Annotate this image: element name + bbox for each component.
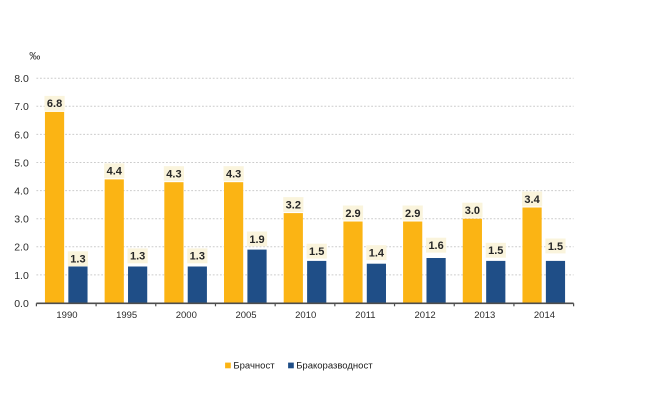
svg-text:3.0: 3.0 — [465, 205, 480, 217]
svg-text:0.0: 0.0 — [14, 298, 29, 310]
svg-text:4.4: 4.4 — [107, 166, 123, 178]
svg-text:6.8: 6.8 — [47, 98, 62, 110]
svg-text:1.3: 1.3 — [190, 251, 205, 263]
svg-text:1990: 1990 — [56, 310, 77, 321]
svg-text:3.4: 3.4 — [524, 194, 540, 206]
svg-text:1.5: 1.5 — [309, 246, 324, 258]
svg-text:1.6: 1.6 — [428, 240, 443, 252]
svg-text:Брачност: Брачност — [233, 361, 275, 372]
svg-text:2011: 2011 — [355, 310, 375, 321]
svg-text:2.9: 2.9 — [345, 208, 360, 220]
svg-text:1.3: 1.3 — [130, 251, 145, 263]
svg-text:1.0: 1.0 — [14, 270, 29, 282]
svg-text:5.0: 5.0 — [14, 157, 29, 169]
svg-text:1.4: 1.4 — [369, 248, 385, 260]
svg-text:2012: 2012 — [415, 310, 436, 321]
svg-text:2.9: 2.9 — [405, 208, 420, 220]
svg-text:6.0: 6.0 — [14, 129, 29, 141]
svg-text:4.3: 4.3 — [226, 169, 241, 181]
svg-text:2010: 2010 — [295, 310, 316, 321]
svg-text:4.0: 4.0 — [14, 186, 29, 198]
svg-text:2013: 2013 — [474, 310, 495, 321]
svg-text:1.5: 1.5 — [548, 241, 563, 253]
svg-text:2014: 2014 — [534, 310, 555, 321]
svg-text:3.2: 3.2 — [286, 199, 301, 211]
svg-text:8.0: 8.0 — [14, 73, 29, 85]
svg-text:3.0: 3.0 — [14, 214, 29, 226]
svg-text:Бракоразводност: Бракоразводност — [296, 361, 373, 372]
svg-text:2000: 2000 — [176, 310, 197, 321]
svg-text:1.3: 1.3 — [70, 254, 85, 266]
svg-text:‰: ‰ — [29, 51, 40, 63]
svg-text:2.0: 2.0 — [14, 242, 29, 254]
svg-text:1995: 1995 — [116, 310, 137, 321]
svg-text:2005: 2005 — [235, 310, 256, 321]
svg-text:7.0: 7.0 — [14, 101, 29, 113]
svg-text:4.3: 4.3 — [166, 169, 181, 181]
svg-text:1.5: 1.5 — [488, 245, 503, 257]
svg-text:1.9: 1.9 — [249, 234, 264, 246]
